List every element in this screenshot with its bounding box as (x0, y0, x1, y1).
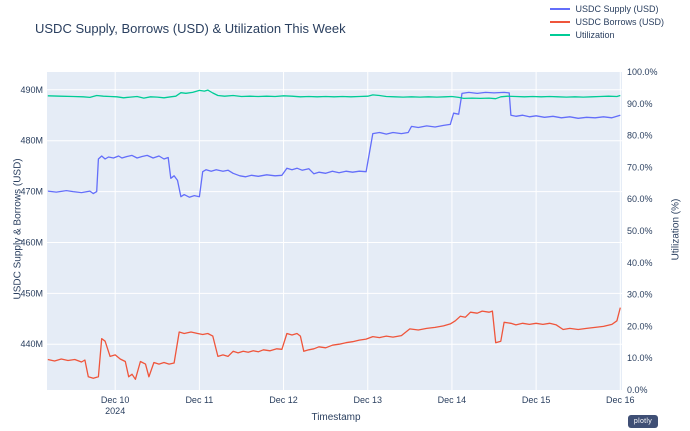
x-axis-title: Timestamp (0, 412, 672, 423)
x-tick-label: Dec 10 (101, 395, 130, 405)
x-tick-label: Dec 11 (185, 395, 213, 405)
y-tick-label-right: 40.0% (627, 258, 653, 268)
y-tick-label-left: 450M (20, 288, 43, 298)
y-tick-label-right: 10.0% (627, 353, 653, 363)
y-tick-label-right: 80.0% (627, 131, 653, 141)
plot-area-background[interactable] (47, 72, 622, 390)
legend-item-label: USDC Supply (USD) (575, 4, 659, 14)
x-tick-label: Dec 16 (606, 395, 635, 405)
plotly-logo-label: plotly (633, 418, 653, 425)
legend-item-usdc-borrows[interactable]: USDC Borrows (USD) (550, 17, 664, 27)
chart-title: USDC Supply, Borrows (USD) & Utilization… (35, 21, 346, 36)
y-tick-label-right: 0.0% (627, 385, 648, 395)
legend-line-swatch (550, 8, 571, 10)
legend-item-usdc-supply[interactable]: USDC Supply (USD) (550, 4, 664, 14)
y-tick-label-right: 50.0% (627, 226, 653, 236)
legend-item-label: USDC Borrows (USD) (575, 17, 664, 27)
legend: USDC Supply (USD) USDC Borrows (USD) Uti… (550, 4, 664, 40)
y-tick-label-right: 100.0% (627, 67, 658, 77)
x-tick-sublabel: 2024 (105, 406, 125, 416)
y-tick-label-left: 440M (20, 339, 43, 349)
x-tick-label: Dec 13 (353, 395, 382, 405)
legend-line-swatch (550, 34, 571, 36)
y-tick-label-right: 30.0% (627, 290, 653, 300)
x-tick-label: Dec 12 (269, 395, 298, 405)
y-tick-label-left: 490M (20, 85, 43, 95)
x-tick-label: Dec 14 (438, 395, 467, 405)
series-line-utilization[interactable] (47, 89, 621, 100)
legend-item-utilization[interactable]: Utilization (550, 30, 664, 40)
x-tick-label: Dec 15 (522, 395, 551, 405)
y-tick-label-right: 60.0% (627, 194, 653, 204)
legend-line-swatch (550, 21, 571, 23)
y-tick-label-left: 460M (20, 237, 43, 247)
plotly-logo-button[interactable]: plotly (628, 415, 658, 428)
y-tick-label-right: 70.0% (627, 162, 653, 172)
x-axis-title-label: Timestamp (311, 412, 361, 423)
y-tick-label-right: 90.0% (627, 99, 653, 109)
legend-item-label: Utilization (575, 30, 615, 40)
y-tick-label-left: 480M (20, 136, 43, 146)
series-line-usdc-borrows-usd[interactable] (47, 307, 621, 380)
y-axis-title-right: Utilization (%) (670, 198, 682, 261)
series-line-usdc-supply-usd[interactable] (47, 91, 621, 198)
y-tick-label-right: 20.0% (627, 321, 653, 331)
y-tick-label-left: 470M (20, 187, 43, 197)
y-axis-title-left: USDC Supply & Borrows (USD) (12, 158, 24, 300)
